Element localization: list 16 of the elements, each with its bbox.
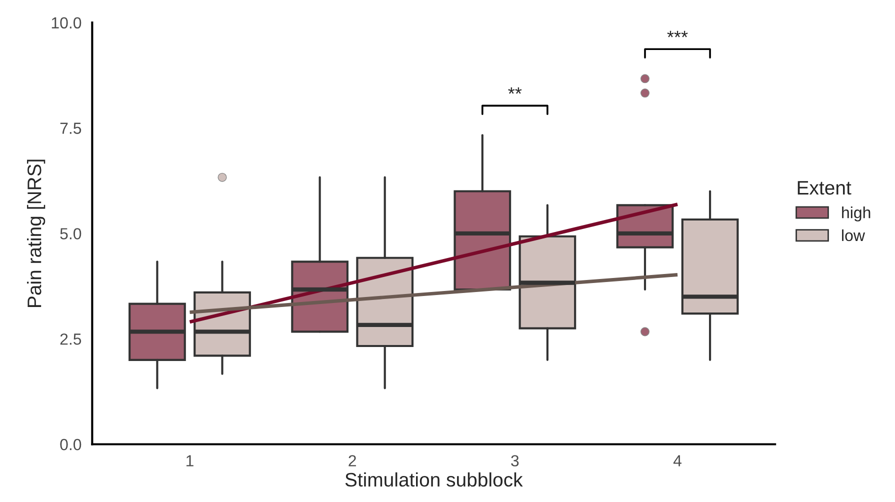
annotation: **: [508, 87, 522, 94]
annotation: ***: [667, 30, 688, 38]
x-tick-label: 3: [511, 455, 519, 466]
legend-label: low: [842, 229, 865, 242]
y-tick-label: 0.0: [60, 438, 82, 450]
y-axis-title: Pain rating [NRS]: [27, 160, 46, 307]
x-tick-label: 1: [186, 455, 194, 466]
legend-title: Extent: [798, 181, 852, 195]
y-tick-label: 10.0: [52, 17, 82, 29]
x-tick-label: 4: [673, 455, 682, 466]
y-tick-label: 2.5: [60, 333, 82, 345]
x-tick-label: 2: [348, 455, 356, 466]
x-axis-title: Stimulation subblock: [345, 472, 523, 487]
legend-label: high: [842, 206, 870, 222]
y-tick-label: 7.5: [60, 122, 82, 134]
y-tick-label: 5.0: [60, 228, 82, 240]
